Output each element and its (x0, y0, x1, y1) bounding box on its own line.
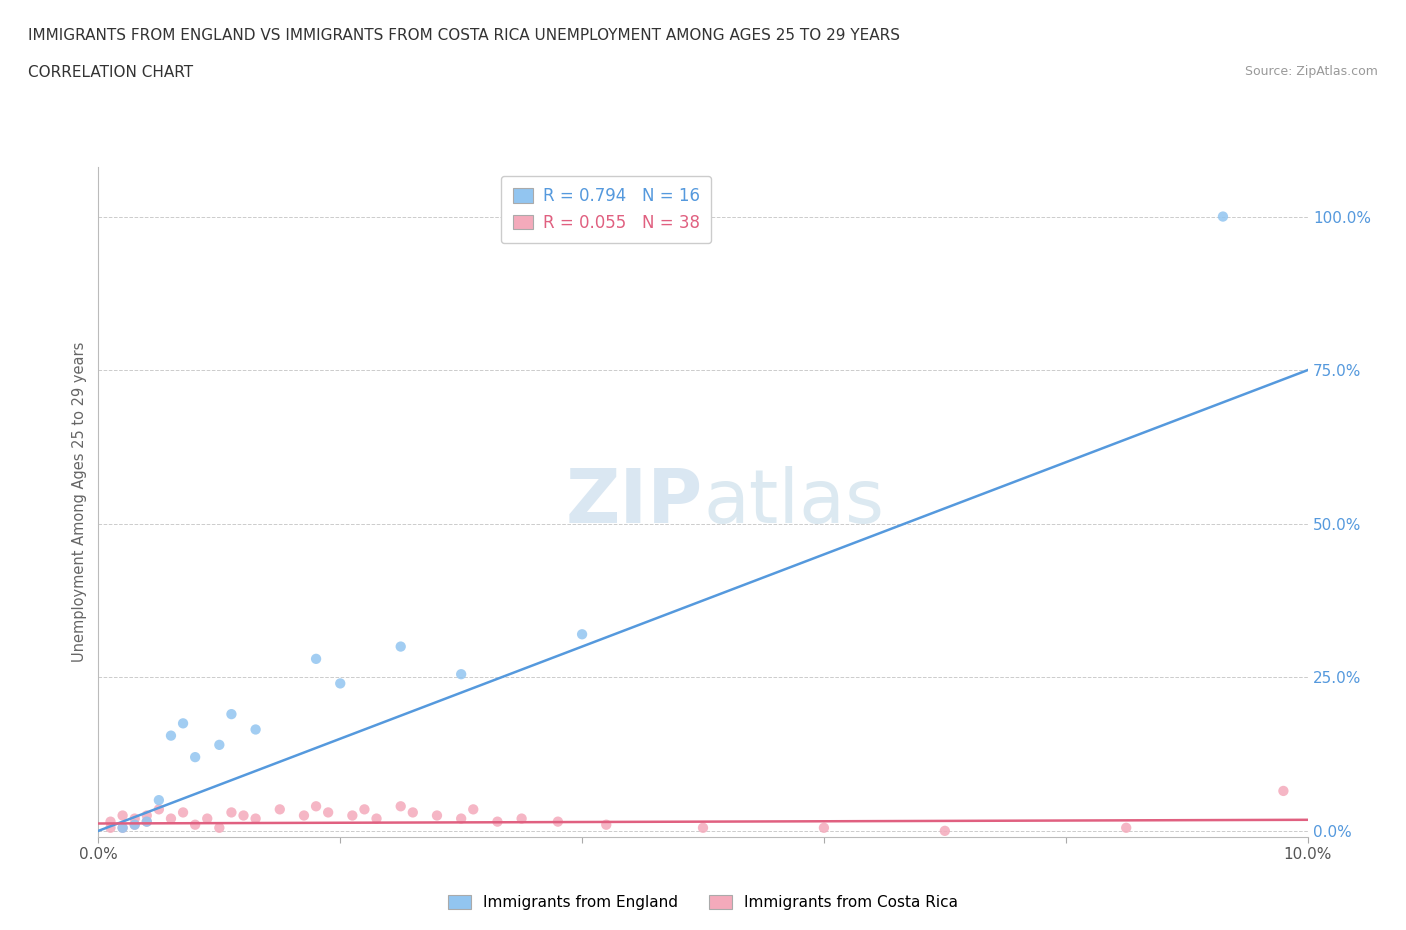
Point (402, 805, 425, 820)
Point (450, 811, 472, 826)
Point (245, 722, 267, 737)
Point (292, 808, 315, 823)
Point (342, 808, 364, 823)
Point (100, 814, 122, 829)
Point (305, 651, 328, 666)
Text: IMMIGRANTS FROM ENGLAND VS IMMIGRANTS FROM COSTA RICA UNEMPLOYMENT AMONG AGES 25: IMMIGRANTS FROM ENGLAND VS IMMIGRANTS FR… (28, 28, 900, 43)
Point (232, 808, 254, 823)
Text: ZIP: ZIP (565, 466, 703, 538)
Text: atlas: atlas (703, 466, 884, 538)
Point (148, 792, 170, 807)
Point (100, 820, 122, 835)
Point (160, 728, 183, 743)
Point (184, 817, 207, 832)
Legend: R = 0.794   N = 16, R = 0.055   N = 38: R = 0.794 N = 16, R = 0.055 N = 38 (501, 176, 711, 244)
Point (463, 802, 485, 817)
Point (1272, 783, 1295, 798)
Point (1115, 820, 1137, 835)
Point (208, 820, 231, 835)
Point (426, 808, 449, 823)
Point (329, 676, 352, 691)
Point (547, 814, 569, 829)
Point (160, 811, 183, 826)
Point (148, 802, 170, 817)
Point (124, 811, 146, 826)
Point (486, 814, 509, 829)
Point (221, 805, 243, 820)
Point (305, 799, 328, 814)
Point (221, 707, 243, 722)
Point (135, 808, 157, 823)
Point (124, 817, 146, 832)
Point (111, 820, 134, 835)
Y-axis label: Unemployment Among Ages 25 to 29 years: Unemployment Among Ages 25 to 29 years (72, 342, 87, 662)
Point (510, 811, 533, 826)
Point (366, 811, 388, 826)
Point (692, 820, 714, 835)
Point (172, 805, 194, 820)
Point (135, 814, 157, 829)
Point (269, 802, 291, 817)
Point (813, 820, 835, 835)
Point (195, 811, 218, 826)
Point (1212, 209, 1234, 224)
Text: CORRELATION CHART: CORRELATION CHART (28, 65, 193, 80)
Point (389, 639, 412, 654)
Point (389, 799, 412, 814)
Text: Source: ZipAtlas.com: Source: ZipAtlas.com (1244, 65, 1378, 78)
Point (934, 823, 956, 838)
Point (245, 811, 267, 826)
Point (208, 737, 231, 752)
Point (571, 627, 593, 642)
Point (124, 817, 146, 832)
Point (135, 814, 157, 829)
Point (184, 750, 207, 764)
Point (111, 820, 134, 835)
Legend: Immigrants from England, Immigrants from Costa Rica: Immigrants from England, Immigrants from… (440, 887, 966, 918)
Point (353, 802, 375, 817)
Point (111, 808, 134, 823)
Point (316, 805, 339, 820)
Point (595, 817, 617, 832)
Point (450, 667, 472, 682)
Point (172, 716, 194, 731)
